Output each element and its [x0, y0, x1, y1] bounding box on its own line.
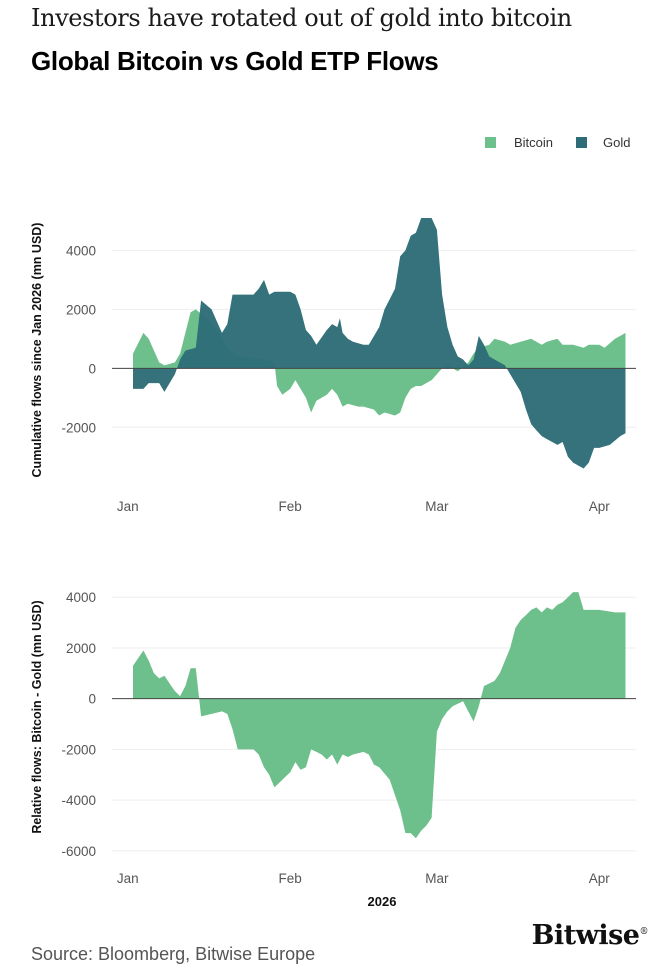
- x-tick-label: Feb: [279, 871, 302, 886]
- y-tick-label: 2000: [66, 302, 96, 317]
- chart2-y-axis-label: Relative flows: Bitcoin - Gold (mn USD): [30, 600, 44, 833]
- chart1-x-ticks: Jan Feb Mar Apr: [117, 499, 610, 514]
- legend-swatch-gold: [576, 137, 587, 148]
- chart-title: Global Bitcoin vs Gold ETP Flows: [31, 46, 439, 76]
- legend-label-bitcoin: Bitcoin: [514, 135, 553, 150]
- y-tick-label: 4000: [66, 590, 96, 605]
- chart1-y-ticks: -2000 0 2000 4000: [61, 243, 96, 435]
- y-tick-label: 4000: [66, 243, 96, 258]
- y-tick-label: -2000: [61, 420, 96, 435]
- bitwise-logo: Bitwise®: [531, 920, 649, 951]
- x-tick-label: Mar: [425, 499, 449, 514]
- chart2-y-ticks: -6000 -4000 -2000 0 2000 4000: [61, 590, 96, 859]
- relative-flows-area: [133, 592, 626, 839]
- legend-label-gold: Gold: [603, 135, 630, 150]
- y-tick-label: 2000: [66, 641, 96, 656]
- registered-mark: ®: [639, 927, 649, 937]
- legend: Bitcoin Gold: [485, 135, 630, 150]
- brand-name: Bitwise: [531, 920, 640, 951]
- chart-subtitle: Investors have rotated out of gold into …: [31, 4, 572, 32]
- source-note: Source: Bloomberg, Bitwise Europe: [31, 944, 316, 964]
- x-tick-label: Jan: [117, 871, 139, 886]
- chart1-y-axis-label: Cumulative flows since Jan 2026 (mn USD): [30, 223, 44, 478]
- chart2-x-ticks: Jan Feb Mar Apr: [117, 871, 610, 886]
- y-tick-label: -6000: [61, 844, 96, 859]
- y-tick-label: 0: [88, 361, 96, 376]
- relative-flows-chart: -6000 -4000 -2000 0 2000 4000 Jan Feb Mar Apr Re…: [30, 590, 636, 909]
- x-tick-label: Jan: [117, 499, 139, 514]
- x-tick-label: Feb: [279, 499, 302, 514]
- chart2-x-axis-label: 2026: [368, 894, 397, 909]
- legend-swatch-bitcoin: [485, 137, 496, 148]
- gold-area: [133, 218, 626, 469]
- chart1-areas: [112, 218, 636, 469]
- y-tick-label: 0: [88, 692, 96, 707]
- cumulative-flows-chart: -2000 0 2000 4000 Jan Feb Mar Apr Cumulative f…: [30, 218, 636, 514]
- x-tick-label: Apr: [589, 499, 611, 514]
- y-tick-label: -2000: [61, 742, 96, 757]
- y-tick-label: -4000: [61, 793, 96, 808]
- x-tick-label: Mar: [425, 871, 449, 886]
- chart2-areas: [112, 592, 636, 839]
- x-tick-label: Apr: [589, 871, 611, 886]
